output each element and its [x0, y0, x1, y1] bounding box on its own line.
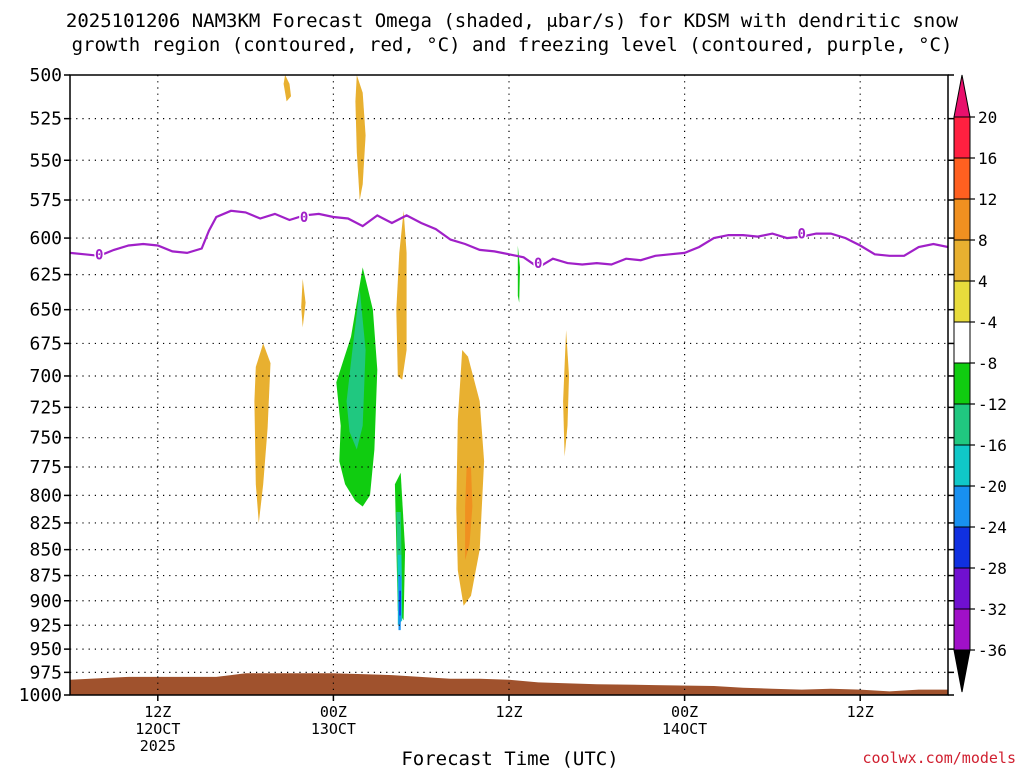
omega-region-22	[858, 316, 862, 364]
freezing-level-label-3: 0	[797, 227, 805, 243]
colorbar-box-1	[953, 157, 971, 200]
freezing-level-label-0: 0	[95, 247, 103, 263]
colorbar-label-0: 20	[978, 108, 997, 127]
y-tick-label-525: 525	[29, 109, 62, 130]
data-layer	[70, 75, 948, 695]
x-tick-label-42-0: 00Z	[671, 703, 698, 721]
y-tick-label-625: 625	[29, 265, 62, 286]
freezing-level-label-1: 0	[300, 210, 308, 226]
freezing-label-bg-0	[94, 247, 105, 261]
colorbar-box-2	[953, 198, 971, 241]
omega-region-7	[563, 330, 569, 457]
x-tick-label-18-0: 00Z	[320, 703, 347, 721]
y-tick-label-600: 600	[29, 228, 62, 249]
colorbar-label-3: 8	[978, 231, 988, 250]
omega-region-3	[301, 278, 306, 328]
y-tick-label-900: 900	[29, 591, 62, 612]
freezing-label-bg-1	[299, 210, 310, 224]
omega-region-4	[254, 343, 271, 523]
freezing-label-bg-3	[796, 227, 807, 241]
y-tick-label-550: 550	[29, 150, 62, 171]
omega-region-6	[465, 467, 473, 561]
colorbar-label-9: -20	[978, 477, 1007, 496]
omega-region-9	[257, 233, 261, 246]
colorbar-box-11	[953, 567, 971, 610]
x-tick-label-30-0: 12Z	[495, 703, 522, 721]
colorbar-box-6	[953, 362, 971, 405]
omega-region-2	[396, 210, 407, 380]
colorbar-label-12: -32	[978, 600, 1007, 619]
y-tick-label-1000: 1000	[19, 685, 62, 706]
omega-region-18	[399, 590, 401, 616]
colorbar-extend-bottom	[953, 649, 971, 693]
colorbar-label-4: 4	[978, 272, 988, 291]
omega-region-21	[550, 350, 553, 392]
omega-region-12	[346, 288, 366, 450]
colorbar-label-1: 16	[978, 149, 997, 168]
chart-title-line-1: 2025101206 NAM3KM Forecast Omega (shaded…	[65, 10, 959, 32]
y-tick-label-975: 975	[29, 662, 62, 683]
y-tick-label-675: 675	[29, 333, 62, 354]
y-tick-label-775: 775	[29, 457, 62, 478]
colorbar-label-8: -16	[978, 436, 1007, 455]
y-tick-label-800: 800	[29, 485, 62, 506]
colorbar-extend-top	[953, 74, 971, 118]
colorbar-box-9	[953, 485, 971, 528]
omega-region-1	[355, 75, 366, 200]
colorbar-box-0	[953, 116, 971, 159]
colorbar-box-4	[953, 280, 971, 323]
x-tick-label-6-2: 2025	[140, 737, 176, 755]
colorbar-label-5: -4	[978, 313, 997, 332]
terrain-surface	[70, 673, 948, 695]
chart-title-line-2: growth region (contoured, red, °C) and f…	[71, 34, 953, 56]
colorbar-label-7: -12	[978, 395, 1007, 414]
x-tick-label-6-0: 12Z	[144, 703, 171, 721]
x-tick-label-6-1: 12OCT	[135, 720, 180, 738]
y-tick-label-875: 875	[29, 566, 62, 587]
colorbar-label-10: -24	[978, 518, 1007, 537]
y-tick-label-700: 700	[29, 366, 62, 387]
y-tick-label-500: 500	[29, 65, 62, 86]
omega-region-19	[507, 184, 521, 389]
y-tick-label-925: 925	[29, 615, 62, 636]
credit-text: coolwx.com/models	[862, 749, 1016, 767]
y-tick-label-650: 650	[29, 300, 62, 321]
x-axis-label: Forecast Time (UTC)	[401, 748, 618, 768]
x-tick-label-54-0: 12Z	[847, 703, 874, 721]
y-tick-label-825: 825	[29, 513, 62, 534]
colorbar: 20 16 12 8 4 -4 -8 -12 -16 -20 -24 -28 -32 -36	[953, 74, 1007, 693]
omega-region-20	[517, 245, 520, 303]
x-tick-label-18-1: 13OCT	[311, 720, 356, 738]
colorbar-label-11: -28	[978, 559, 1007, 578]
colorbar-box-5	[953, 321, 971, 364]
freezing-level-label-2: 0	[534, 256, 542, 272]
colorbar-box-3	[953, 239, 971, 282]
y-tick-label-850: 850	[29, 540, 62, 561]
colorbar-label-6: -8	[978, 354, 997, 373]
omega-region-0	[283, 75, 291, 102]
colorbar-label-2: 12	[978, 190, 997, 209]
colorbar-label-13: -36	[978, 641, 1007, 660]
freezing-label-bg-2	[533, 256, 544, 270]
colorbar-box-10	[953, 526, 971, 569]
colorbar-box-8	[953, 444, 971, 487]
y-tick-label-750: 750	[29, 428, 62, 449]
colorbar-box-12	[953, 608, 971, 651]
y-tick-label-950: 950	[29, 639, 62, 660]
colorbar-box-7	[953, 403, 971, 446]
x-tick-label-42-1: 14OCT	[662, 720, 707, 738]
plot-area: 0 0 0 0 500 525 550 575 600 625 650 675 700 725 750 775…	[19, 65, 954, 755]
y-tick-label-575: 575	[29, 190, 62, 211]
y-tick-label-725: 725	[29, 397, 62, 418]
